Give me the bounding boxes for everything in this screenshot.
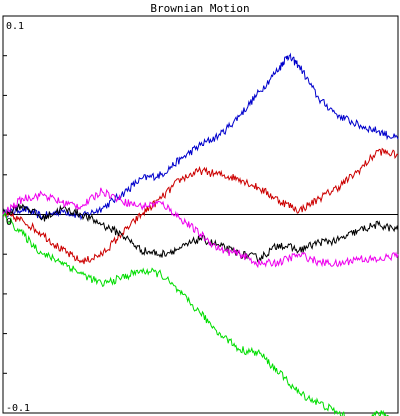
y-tick-label-top: 0.1 [6,21,24,32]
series-line-1 [2,147,399,265]
chart-title: Brownian Motion [150,2,249,15]
series-line-4 [2,211,392,416]
y-tick-label-zero: 0 [6,217,12,228]
series-line-2 [2,203,399,263]
y-tick-label-bottom: -0.1 [6,403,30,414]
series-layer [2,52,399,416]
series-line-3 [2,187,399,269]
series-line-0 [2,52,399,221]
